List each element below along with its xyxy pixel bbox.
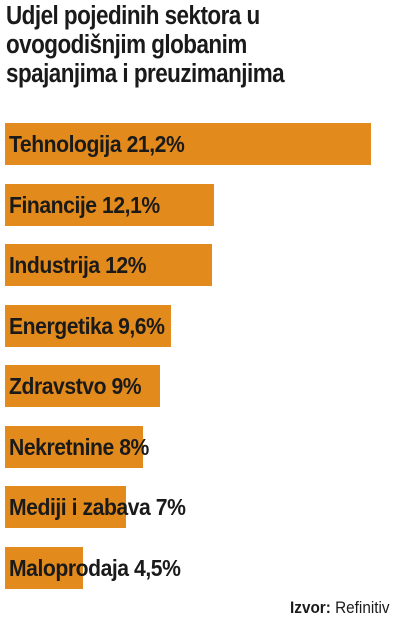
bar-mediji-i-zabava (5, 486, 126, 528)
bar-label: Zdravstvo 9% (9, 373, 142, 399)
bar-label: Industrija 12% (9, 252, 147, 278)
chart-title: Udjel pojedinih sektora u ovogodišnjim g… (6, 2, 285, 88)
bar-label: Nekretnine 8% (9, 433, 149, 460)
source-name: Refinitiv (335, 598, 390, 617)
bar-label: Financije 12,1% (9, 191, 160, 218)
bar-industrija (5, 244, 213, 286)
bar-nekretnine (5, 425, 144, 468)
bar-label: Mediji i zabava 7% (9, 494, 186, 520)
bar-tehnologija (5, 123, 371, 165)
bar-financije (5, 183, 214, 226)
bar-maloprodaja (5, 546, 83, 589)
bar-energetika (5, 304, 171, 347)
bar-label: Maloprodaja 4,5% (9, 554, 181, 581)
bar-label: Energetika 9,6% (9, 312, 165, 339)
bar-zdravstvo (5, 365, 161, 407)
bar-label: Tehnologija 21,2% (9, 131, 185, 157)
source-label: Izvor: (290, 598, 332, 617)
source-note: Izvor: Refinitiv (291, 598, 390, 618)
